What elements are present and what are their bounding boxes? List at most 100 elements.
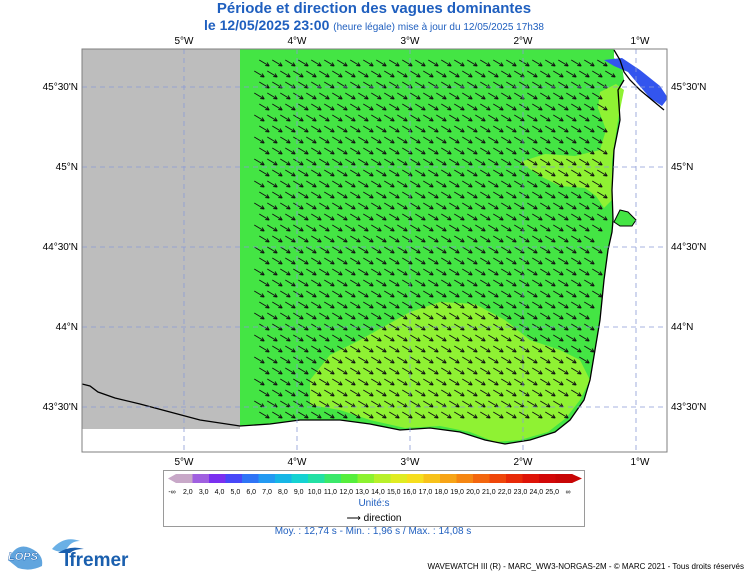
direction-arrow xyxy=(384,246,395,254)
direction-arrow xyxy=(480,59,491,67)
colorbar-tick-label: 14,0 xyxy=(371,489,385,496)
direction-arrow xyxy=(592,92,603,100)
direction-arrow xyxy=(285,191,296,199)
direction-arrow xyxy=(566,246,577,254)
colorbar-tick-label: 7,0 xyxy=(262,489,272,496)
direction-arrow xyxy=(293,246,304,254)
direction-arrow xyxy=(441,81,452,89)
direction-arrow xyxy=(519,125,530,133)
direction-arrow xyxy=(259,81,270,89)
direction-arrow xyxy=(488,92,499,100)
direction-arrow xyxy=(319,114,330,122)
direction-arrow xyxy=(272,125,283,133)
direction-arrow xyxy=(428,411,439,419)
top-label-1w: 1°W xyxy=(631,36,651,47)
direction-arrow xyxy=(532,125,543,133)
direction-arrow xyxy=(532,323,543,331)
direction-arrow xyxy=(553,158,564,166)
direction-arrow xyxy=(519,345,530,353)
direction-arrow xyxy=(384,180,395,188)
direction-arrow xyxy=(350,125,361,133)
direction-arrow xyxy=(475,114,486,122)
direction-arrow xyxy=(298,103,309,111)
direction-arrow xyxy=(358,246,369,254)
direction-arrow xyxy=(441,389,452,397)
direction-arrow xyxy=(579,136,590,144)
direction-arrow xyxy=(480,345,491,353)
direction-arrow xyxy=(423,92,434,100)
direction-arrow xyxy=(345,290,356,298)
direction-arrow xyxy=(566,92,577,100)
direction-arrow xyxy=(415,389,426,397)
direction-arrow xyxy=(298,345,309,353)
map-title: Période et direction des vagues dominant… xyxy=(216,0,532,17)
direction-arrow xyxy=(415,367,426,375)
direction-arrow xyxy=(467,389,478,397)
direction-arrow xyxy=(467,191,478,199)
direction-arrow xyxy=(371,246,382,254)
direction-arrow xyxy=(298,81,309,89)
direction-arrow xyxy=(454,59,465,67)
direction-arrow xyxy=(319,136,330,144)
direction-arrow xyxy=(389,213,400,221)
direction-arrow xyxy=(553,180,564,188)
direction-arrow xyxy=(358,378,369,386)
direction-arrow xyxy=(298,125,309,133)
direction-arrow xyxy=(376,213,387,221)
direction-arrow xyxy=(371,114,382,122)
direction-arrow xyxy=(363,345,374,353)
colorbar-cell xyxy=(357,474,375,483)
direction-arrow xyxy=(480,125,491,133)
direction-arrow xyxy=(272,411,283,419)
direction-arrow xyxy=(506,59,517,67)
direction-arrow xyxy=(358,114,369,122)
direction-arrow xyxy=(597,213,608,221)
direction-arrow xyxy=(410,180,421,188)
unit-label: Unité:s xyxy=(358,498,390,509)
direction-arrow xyxy=(571,169,582,177)
direction-arrow xyxy=(566,378,577,386)
direction-arrow xyxy=(488,356,499,364)
direction-arrow xyxy=(493,103,504,111)
direction-arrow xyxy=(540,114,551,122)
direction-arrow xyxy=(540,158,551,166)
direction-arrow xyxy=(345,180,356,188)
direction-arrow xyxy=(545,411,556,419)
direction-arrow xyxy=(376,59,387,67)
direction-arrow xyxy=(527,290,538,298)
direction-arrow xyxy=(267,312,278,320)
direction-arrow xyxy=(397,334,408,342)
direction-arrow xyxy=(493,279,504,287)
ifremer-wave-icon xyxy=(52,539,84,553)
colorbar-cell xyxy=(539,474,556,483)
direction-arrow xyxy=(423,224,434,232)
direction-arrow xyxy=(480,279,491,287)
direction-arrow xyxy=(423,290,434,298)
direction-arrow xyxy=(545,147,556,155)
direction-arrow xyxy=(259,103,270,111)
direction-arrow xyxy=(410,246,421,254)
direction-arrow xyxy=(441,345,452,353)
direction-arrow xyxy=(532,301,543,309)
colorbar-cell xyxy=(176,474,193,483)
direction-arrow xyxy=(319,224,330,232)
colorbar-tick-label: 4,0 xyxy=(215,489,225,496)
direction-arrow xyxy=(566,290,577,298)
legend-box: -∞ 2,0 3,0 4,0 5,0 6,0 7,0 8,0 9,0 10,0 11,0 12,0 13… xyxy=(163,470,585,527)
direction-arrow xyxy=(267,180,278,188)
direction-arrow xyxy=(324,169,335,177)
direction-arrow xyxy=(475,312,486,320)
direction-arrow xyxy=(324,257,335,265)
direction-arrow xyxy=(579,356,590,364)
direction-arrow xyxy=(501,136,512,144)
direction-arrow xyxy=(332,290,343,298)
direction-arrow xyxy=(254,202,265,210)
direction-arrow xyxy=(332,312,343,320)
direction-arrow xyxy=(306,312,317,320)
direction-arrow xyxy=(337,235,348,243)
direction-arrow xyxy=(397,224,408,232)
direction-arrow xyxy=(441,301,452,309)
direction-arrow xyxy=(558,213,569,221)
direction-arrow xyxy=(571,367,582,375)
direction-arrow xyxy=(402,147,413,155)
